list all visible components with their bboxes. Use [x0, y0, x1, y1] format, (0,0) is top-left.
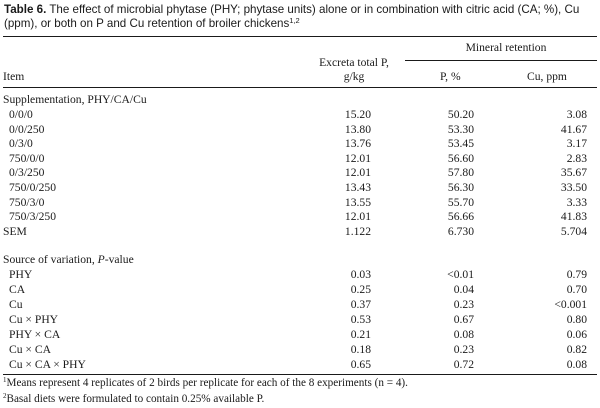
- table-row-p: 53.45: [447, 137, 474, 151]
- bottom-rule: [3, 374, 597, 375]
- table-row-cu: 3.33: [566, 195, 587, 209]
- table-row-cu: 3.17: [566, 137, 587, 151]
- table-row-cu: 41.83: [560, 210, 587, 224]
- footnote: 1Means represent 4 replicates of 2 birds…: [3, 377, 408, 390]
- variation-title-prefix: Source of variation,: [3, 253, 98, 266]
- sem-item: SEM: [3, 225, 27, 238]
- table-row-item: PHY: [9, 268, 33, 281]
- table-row-item: 750/3/0: [9, 195, 45, 209]
- table-row-item: Cu × PHY: [9, 313, 59, 326]
- table-row-p: 0.23: [453, 343, 474, 356]
- table-row-cu: 3.08: [566, 108, 587, 121]
- footnote-text: Means represent 4 replicates of 2 birds …: [6, 377, 408, 389]
- table-row-item: 0/3/250: [9, 166, 45, 180]
- table-row-excreta: 13.76: [344, 137, 371, 151]
- sem-excreta: 1.122: [344, 225, 371, 238]
- table-row-p: 56.66: [447, 210, 474, 224]
- table-row-excreta: 0.18: [350, 343, 371, 356]
- table-row-excreta: 15.20: [344, 108, 371, 121]
- table-row-excreta: 0.21: [350, 328, 371, 341]
- mineral-retention-rule: [405, 60, 597, 61]
- table-row-p: 0.04: [453, 283, 474, 296]
- table-row-excreta: 13.55: [344, 195, 371, 209]
- table-row-p: 56.30: [447, 181, 474, 194]
- caption-text: The effect of microbial phytase (PHY; ph…: [4, 3, 580, 30]
- table-row-excreta: 0.25: [350, 283, 371, 296]
- table-row-item: 0/0/250: [9, 122, 45, 136]
- table-row-item: 0/3/0: [9, 137, 33, 151]
- table-caption: Table 6. The effect of microbial phytase…: [4, 3, 596, 31]
- table-row-cu: 0.80: [566, 313, 587, 326]
- table-row-p: 57.80: [447, 166, 474, 180]
- table-row-cu: 0.82: [566, 343, 587, 356]
- table-row-p: 56.60: [447, 151, 474, 165]
- table-row-item: 750/3/250: [9, 210, 57, 224]
- header-excreta-line1: Excreta total P,: [319, 56, 389, 69]
- table-row-excreta: 0.53: [350, 313, 371, 326]
- table-row-excreta: 0.65: [350, 358, 371, 371]
- table-row-cu: 35.67: [560, 166, 587, 180]
- table-row-cu: 33.50: [560, 181, 587, 194]
- table-row-p: 55.70: [447, 195, 474, 209]
- table-row-item: PHY × CA: [9, 328, 61, 341]
- table-row-excreta: 0.37: [350, 298, 371, 311]
- table-row-cu: <0.001: [554, 298, 587, 311]
- table-row-cu: 41.67: [560, 122, 587, 136]
- header-excreta-line2: g/kg: [343, 70, 365, 83]
- table-row-p: 0.72: [453, 358, 474, 371]
- variation-title-italic: P: [97, 253, 105, 266]
- variation-title-suffix: -value: [104, 253, 134, 266]
- table-row-cu: 0.06: [566, 328, 587, 341]
- table-row-item: Cu × CA × PHY: [9, 358, 86, 371]
- table-row-excreta: 13.80: [344, 122, 371, 136]
- table-row-item: 750/0/250: [9, 181, 57, 194]
- header-cu: Cu, ppm: [527, 70, 567, 83]
- header-item: Item: [3, 70, 25, 83]
- header-rule: [3, 87, 597, 88]
- footnote-text: Basal diets were formulated to contain 0…: [6, 393, 265, 405]
- table-row-item: Cu × CA: [9, 343, 51, 356]
- header-p: P, %: [440, 70, 461, 83]
- table-row-p: 50.20: [447, 108, 474, 121]
- table-row-excreta: 0.03: [350, 268, 371, 281]
- footnote-mark: 2: [3, 392, 7, 400]
- header-mineral-retention: Mineral retention: [465, 41, 547, 54]
- sem-cu: 5.704: [560, 225, 587, 238]
- top-rule: [3, 36, 597, 37]
- table-row-cu: 0.08: [566, 358, 587, 371]
- table-row-item: Cu: [9, 298, 23, 311]
- footnote-mark: 1: [3, 376, 7, 384]
- table-row-item: 0/0/0: [9, 108, 33, 121]
- table-row-p: 0.08: [453, 328, 474, 341]
- table-row-p: 53.30: [447, 122, 474, 136]
- table-row-excreta: 12.01: [344, 210, 371, 224]
- table-row-item: CA: [9, 283, 26, 296]
- table-row-p: 0.67: [453, 313, 474, 326]
- table-row-p: <0.01: [447, 268, 474, 281]
- table-row-cu: 2.83: [566, 151, 587, 165]
- table-row-excreta: 12.01: [344, 166, 371, 180]
- caption-footnote-refs: 1,2: [289, 16, 300, 25]
- table-row-excreta: 13.43: [344, 181, 371, 194]
- table-row-excreta: 12.01: [344, 151, 371, 165]
- table-row-item: 750/0/0: [9, 151, 45, 165]
- table-row-cu: 0.79: [566, 268, 587, 281]
- footnote: 2Basal diets were formulated to contain …: [3, 393, 264, 406]
- table-row-cu: 0.70: [566, 283, 587, 296]
- variation-title: Source of variation, P-value: [3, 253, 134, 266]
- table-row-p: 0.23: [453, 298, 474, 311]
- supplementation-title: Supplementation, PHY/CA/Cu: [3, 93, 147, 106]
- sem-p: 6.730: [447, 225, 474, 238]
- table-label: Table 6.: [4, 3, 47, 16]
